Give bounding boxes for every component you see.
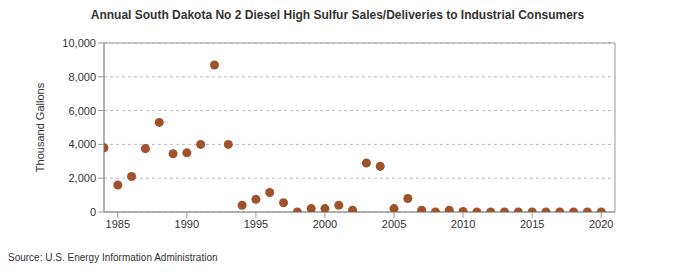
svg-text:1985: 1985 [106,218,130,230]
html-text:Source: U.S. Energy Informatio: Source: U.S. Energy Information Administ… [8,252,218,263]
svg-text:4,000: 4,000 [68,138,96,150]
svg-text:2000: 2000 [313,218,337,230]
svg-text:Thousand Gallons: Thousand Gallons [34,82,46,172]
svg-text:8,000: 8,000 [68,71,96,83]
svg-text:0: 0 [90,206,96,218]
svg-text:2015: 2015 [520,218,544,230]
svg-text:2005: 2005 [382,218,406,230]
svg-text:1990: 1990 [175,218,199,230]
svg-text:2,000: 2,000 [68,172,96,184]
svg-text:6,000: 6,000 [68,105,96,117]
svg-text:2010: 2010 [451,218,475,230]
html-text:Annual South Dakota No 2 Diese: Annual South Dakota No 2 Diesel High Sul… [90,8,585,22]
svg-text:1995: 1995 [244,218,268,230]
svg-text:2020: 2020 [589,218,613,230]
svg-text:10,000: 10,000 [62,37,96,49]
